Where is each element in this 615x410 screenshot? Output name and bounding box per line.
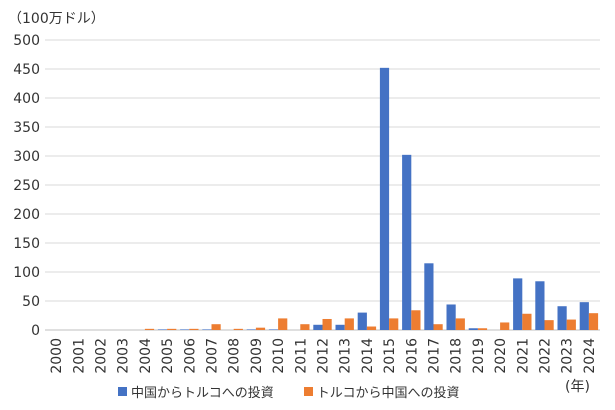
bar-series2-2018: [455, 318, 465, 330]
x-tick-label: 2014: [360, 338, 376, 374]
y-tick-label: 200: [13, 207, 40, 223]
year-label: (年): [565, 379, 590, 395]
bar-series2-2005: [167, 328, 177, 330]
x-tick-label: 2009: [249, 338, 265, 374]
bar-series1-2014: [357, 312, 367, 330]
legend-item-series1: 中国からトルコへの投資: [118, 382, 274, 401]
x-tick-label: 2024: [582, 338, 598, 374]
x-tick-label: 2022: [538, 338, 554, 374]
y-tick-label: 150: [13, 236, 40, 252]
y-tick-label: 50: [22, 294, 40, 310]
bar-series1-2012: [313, 324, 323, 330]
y-tick-label: 450: [13, 62, 40, 78]
y-tick-label: 300: [13, 149, 40, 165]
y-tick-label: 0: [31, 323, 40, 339]
x-tick-label: 2013: [338, 338, 354, 374]
bar-series1-2022: [535, 281, 545, 330]
x-tick-label: 2004: [138, 338, 154, 374]
x-tick-label: 2017: [427, 338, 443, 374]
bar-series2-2006: [189, 328, 199, 330]
bar-series2-2010: [278, 318, 288, 330]
bar-series2-2011: [300, 324, 310, 330]
bar-series1-2005: [157, 329, 168, 330]
x-axis-ticks: 2000 2001 2002 2003 2004 2005 2006 2007 2008 2009…: [49, 338, 598, 374]
x-tick-label: 2003: [116, 338, 132, 374]
bar-series2-2017: [433, 324, 443, 330]
x-tick-label: 2010: [271, 338, 287, 374]
bar-series2-2019: [477, 328, 488, 330]
bar-series2-2004: [144, 328, 155, 330]
legend-item-series2: トルコから中国への投資: [303, 382, 460, 401]
x-tick-label: 2015: [382, 338, 398, 374]
bar-series1-2006: [180, 329, 190, 330]
legend: 中国からトルコへの投資 トルコから中国への投資: [118, 382, 460, 401]
x-tick-label: 2006: [182, 338, 198, 374]
x-tick-label: 2008: [227, 338, 243, 374]
x-tick-label: 2007: [205, 338, 221, 374]
bar-series2-2013: [344, 318, 354, 330]
y-axis-ticks: 0 50 100 150 200 250 300 350 400 450 500: [13, 33, 40, 339]
x-tick-label: 2011: [293, 338, 309, 374]
x-tick-label: 2012: [316, 338, 332, 374]
bar-series1-2023: [557, 306, 567, 330]
y-tick-label: 500: [13, 33, 40, 49]
x-tick-label: 2002: [94, 338, 110, 374]
bar-series1-2009: [246, 329, 256, 330]
x-tick-label: 2005: [160, 338, 176, 374]
bar-series1-2024: [579, 302, 589, 330]
y-tick-label: 100: [13, 265, 40, 281]
x-tick-label: 2023: [560, 338, 576, 374]
x-tick-label: 2018: [449, 338, 465, 374]
bar-series1-2007: [202, 329, 212, 330]
bar-series2-2024: [588, 313, 599, 330]
bar-series2-2023: [566, 319, 576, 330]
bar-series1-2018: [446, 304, 456, 330]
bar-series1-2017: [424, 263, 434, 330]
legend-swatch-series1: [118, 387, 127, 396]
bar-series2-2021: [522, 313, 532, 330]
x-tick-label: 2001: [71, 338, 87, 374]
bar-series1-2013: [335, 324, 345, 330]
bars: [144, 67, 599, 330]
legend-label-series2: トルコから中国への投資: [316, 386, 460, 401]
bar-series2-2012: [322, 318, 332, 330]
unit-label: （100万ドル）: [8, 11, 105, 27]
y-tick-label: 250: [13, 178, 40, 194]
bar-series2-2009: [255, 327, 266, 330]
bar-series1-2015: [379, 67, 390, 330]
bar-series2-2007: [211, 324, 221, 330]
bar-series2-2008: [233, 328, 243, 330]
bar-series1-2010: [268, 329, 279, 330]
x-tick-label: 2020: [493, 338, 509, 374]
bar-series1-2016: [402, 154, 412, 330]
bar-series2-2022: [544, 320, 554, 330]
legend-label-series1: 中国からトルコへの投資: [131, 386, 274, 401]
bar-series2-2016: [411, 310, 421, 330]
legend-swatch-series2: [303, 387, 313, 396]
y-tick-label: 350: [13, 120, 40, 136]
x-tick-label: 2000: [49, 338, 65, 374]
x-tick-label: 2019: [471, 338, 487, 374]
bar-series2-2020: [500, 322, 510, 330]
x-tick-label: 2021: [515, 338, 531, 374]
bar-series2-2015: [389, 318, 399, 330]
bar-series2-2014: [366, 326, 377, 330]
bar-series1-2021: [513, 278, 523, 330]
x-tick-label: 2016: [404, 338, 420, 374]
bar-series1-2019: [468, 328, 478, 330]
y-tick-label: 400: [13, 91, 40, 107]
